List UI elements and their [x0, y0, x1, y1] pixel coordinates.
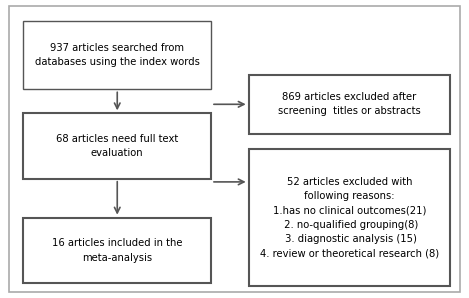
Text: 68 articles need full text
evaluation: 68 articles need full text evaluation [56, 134, 178, 158]
Text: 869 articles excluded after
screening  titles or abstracts: 869 articles excluded after screening ti… [278, 92, 421, 117]
Bar [23, 218, 211, 283]
Bar [23, 21, 211, 89]
Text: 16 articles included in the
meta-analysis: 16 articles included in the meta-analysi… [52, 238, 182, 263]
Text: 52 articles excluded with
following reasons:
1.has no clinical outcomes(21)
 2. : 52 articles excluded with following reas… [260, 176, 439, 259]
Bar [249, 149, 450, 286]
Bar [23, 113, 211, 179]
Bar [249, 74, 450, 134]
Text: 937 articles searched from
databases using the index words: 937 articles searched from databases usi… [35, 43, 200, 67]
